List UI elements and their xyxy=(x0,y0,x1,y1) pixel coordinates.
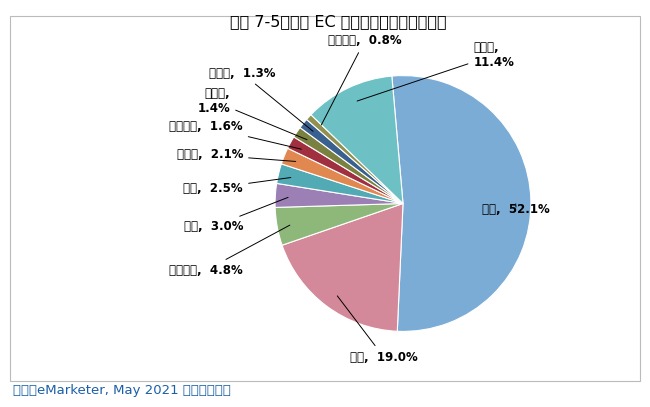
Wedge shape xyxy=(281,148,403,204)
Text: その他,
11.4%: その他, 11.4% xyxy=(357,41,514,101)
Wedge shape xyxy=(288,137,403,204)
Text: ブラジル,  0.8%: ブラジル, 0.8% xyxy=(321,35,402,125)
Text: 韓国,  2.5%: 韓国, 2.5% xyxy=(183,177,291,195)
Wedge shape xyxy=(307,115,403,204)
Text: 米国,  19.0%: 米国, 19.0% xyxy=(337,296,418,363)
Wedge shape xyxy=(311,76,403,204)
Text: フランス,  1.6%: フランス, 1.6% xyxy=(170,120,302,149)
Wedge shape xyxy=(282,204,403,331)
Wedge shape xyxy=(277,164,403,204)
Text: イギリス,  4.8%: イギリス, 4.8% xyxy=(170,225,290,276)
Wedge shape xyxy=(275,204,403,245)
Wedge shape xyxy=(294,127,403,204)
Wedge shape xyxy=(300,119,403,204)
Wedge shape xyxy=(392,76,531,331)
Text: 日本,  3.0%: 日本, 3.0% xyxy=(183,197,288,233)
Text: カナダ,  1.3%: カナダ, 1.3% xyxy=(209,66,313,131)
Text: 図表 7-5：国別 EC 市場シェア（単位：％）: 図表 7-5：国別 EC 市場シェア（単位：％） xyxy=(229,14,447,29)
Text: ドイツ,  2.1%: ドイツ, 2.1% xyxy=(177,149,296,162)
Text: 出所：eMarketer, May 2021 をもとに作成: 出所：eMarketer, May 2021 をもとに作成 xyxy=(13,384,231,397)
Wedge shape xyxy=(275,184,403,208)
Text: インド,
1.4%: インド, 1.4% xyxy=(198,87,307,140)
Text: 中国,  52.1%: 中国, 52.1% xyxy=(482,204,550,217)
